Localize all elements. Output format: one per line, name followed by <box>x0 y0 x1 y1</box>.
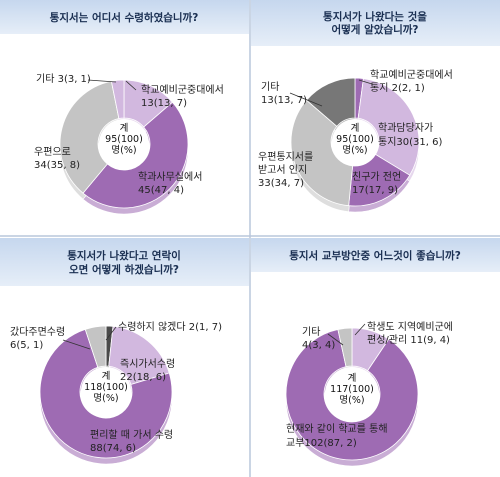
leader-line-3-1 <box>105 326 117 341</box>
leader-line-3-4 <box>62 339 91 350</box>
slice-label-2-3-line-1: 친구가 전언 <box>352 171 401 183</box>
slice-3-4 <box>84 325 107 368</box>
leader-line-4-3 <box>327 333 344 346</box>
slice-label-1-1-value: 13(13, 7) <box>141 98 187 109</box>
chart-4-center-label-3: 명(%) <box>339 395 364 406</box>
chart-1-title: 통지서는 어디서 수령하였습니까? <box>50 11 199 24</box>
slice-label-1-1-name: 학교예비군중대에서 <box>141 84 224 96</box>
slice-label-4-3-line-2: 4(3, 4) <box>302 340 335 351</box>
title-band-3 <box>0 238 249 286</box>
chart-1-center-label-2: 95(100) <box>105 134 143 145</box>
chart-3-center-label-2: 118(100) <box>84 382 128 393</box>
slice-label-1-3-name: 우편으로 <box>34 146 71 158</box>
slice-label-2-2-line-2: 통지30(31, 6) <box>378 136 442 148</box>
chart-3-center-label-3: 명(%) <box>93 393 118 404</box>
leader-line-1-4 <box>87 79 117 83</box>
chart-4-center-label-2: 117(100) <box>330 384 374 395</box>
slice-label-2-5-line-1: 기타 <box>261 81 279 93</box>
slice-3-3 <box>39 328 173 459</box>
chart-2-center-label-3: 명(%) <box>342 145 367 156</box>
slice-label-3-1: 수령하지 않겠다 2(1, 7) <box>118 320 222 333</box>
chart-4-title: 통지서 교부방안중 어느것이 좋습니까? <box>289 249 461 262</box>
slice-label-3-3-line-1: 편리할 때 가서 수령 <box>90 429 173 441</box>
slice-1-4 <box>110 79 125 119</box>
chart-3-title-line-1: 통지서가 나왔다고 연락이 <box>67 249 181 262</box>
title-band-2 <box>251 0 500 46</box>
chart-3-hole <box>81 367 131 417</box>
slice-label-2-4-line-3: 33(34, 7) <box>258 178 304 189</box>
title-band-4 <box>251 238 500 272</box>
leader-line-4-1 <box>354 323 366 336</box>
slice-2-4 <box>290 99 354 207</box>
slice-label-2-2-line-1: 학과담당자가 <box>378 122 433 134</box>
donut-chart-1: 통지서는 어디서 수령하였습니까? 계95(100)명(%) 학교예비군중대에서 13… <box>34 11 224 215</box>
leader-line-2-1 <box>358 79 373 85</box>
slice-label-4-1-line-1: 학생도 지역예비군에 <box>367 321 453 333</box>
leader-line-1-1 <box>125 80 137 91</box>
slice-label-2-5-line-2: 13(13, 7) <box>261 95 307 106</box>
slice-label-3-2-line-1: 즉시가서수령 <box>120 358 175 370</box>
slice-1-2 <box>82 101 189 209</box>
leader-line-2-5 <box>289 92 323 107</box>
chart-2-title-line-1: 통지서가 나왔다는 것을 <box>323 10 427 23</box>
chart-2-title-line-2: 어떻게 알았습니까? <box>331 23 418 36</box>
slice-label-4-2-line-1: 현재와 같이 학교를 통해 <box>286 422 388 435</box>
slice-label-2-1-line-2: 통지 2(2, 1) <box>370 82 425 94</box>
slice-label-1-3-value: 34(35, 8) <box>34 160 80 171</box>
chart-1-center-label-1: 계 <box>120 122 129 134</box>
slice-label-3-3-line-2: 88(74, 6) <box>90 443 136 454</box>
chart-1-hole <box>99 119 149 169</box>
slice-1-3 <box>59 80 120 194</box>
slice-label-2-4-line-1: 우편통지서를 <box>258 151 313 163</box>
slice-label-3-4-line-2: 6(5, 1) <box>10 340 43 351</box>
chart-3-title-line-2: 오면 어떻게 하겠습니까? <box>69 263 179 276</box>
title-band-1 <box>0 0 249 34</box>
slice-label-4-1-line-2: 편성/관리 11(9, 4) <box>367 334 450 346</box>
chart-3-center-label-1: 계 <box>102 370 111 382</box>
slice-label-1-2-name: 학과사무실에서 <box>138 171 202 183</box>
chart-2-center-label-1: 계 <box>351 122 360 134</box>
chart-1-center-label-3: 명(%) <box>111 145 136 156</box>
slice-2-2 <box>357 78 420 176</box>
slice-label-4-2-line-2: 교부102(87, 2) <box>286 438 357 449</box>
chart-2-hole <box>332 119 378 165</box>
slice-label-3-4-line-1: 갔다주면수령 <box>10 326 65 338</box>
slice-4-2 <box>285 329 419 461</box>
slice-label-2-1-line-1: 학교예비군중대에서 <box>370 69 453 81</box>
chart-2-center-label-2: 95(100) <box>336 134 374 145</box>
slice-label-2-4-line-2: 받고서 인지 <box>258 164 307 176</box>
slice-label-2-3-line-2: 17(17, 9) <box>352 185 398 196</box>
chart-4-center-label-1: 계 <box>348 372 357 384</box>
chart-4-hole <box>325 367 379 421</box>
slice-label-1-4: 기타 3(3, 1) <box>36 73 91 85</box>
slice-label-3-2-line-2: 22(18, 6) <box>120 372 166 383</box>
slice-label-4-3-line-1: 기타 <box>302 326 320 338</box>
slice-4-3 <box>337 327 353 368</box>
slice-label-1-2-value: 45(47, 4) <box>138 185 184 196</box>
slice-2-5 <box>305 77 356 127</box>
